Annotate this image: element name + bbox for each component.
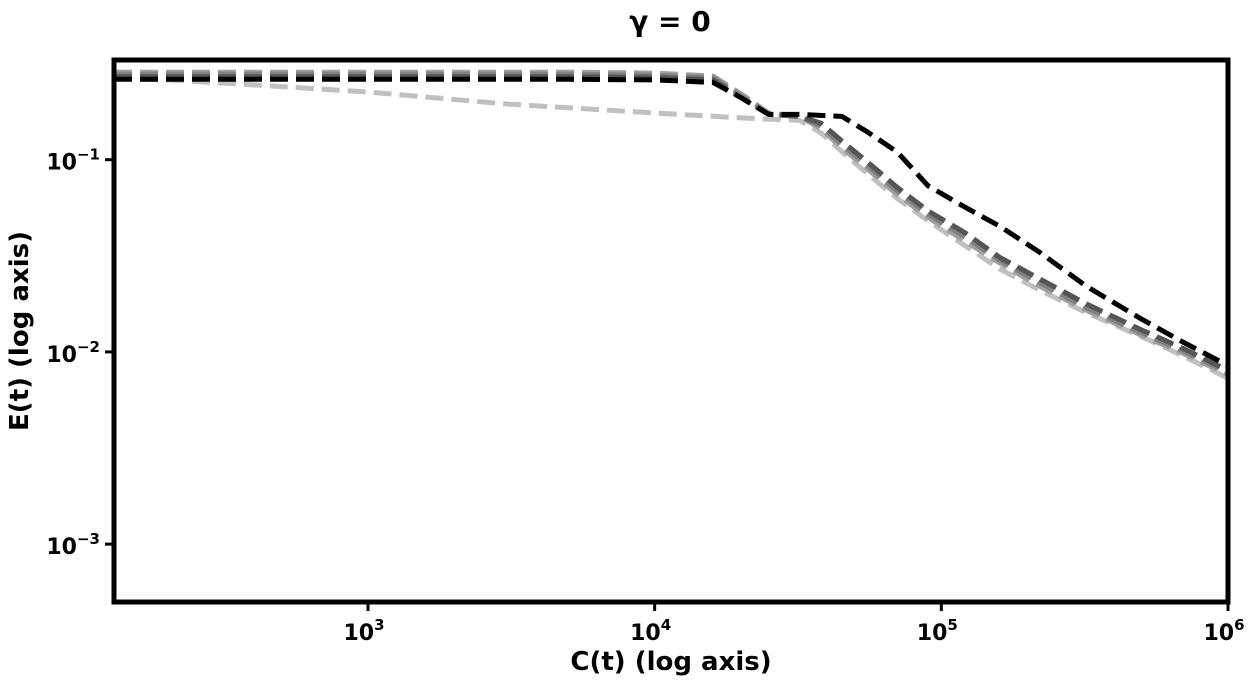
chart-title: γ = 0 [629, 5, 711, 38]
y-axis-label: E(t) (log axis) [5, 231, 35, 431]
y-tick-label: 10−2 [46, 338, 100, 368]
y-tick-label: 10−3 [46, 530, 100, 560]
series-line-3 [114, 71, 1230, 375]
x-axis-label: C(t) (log axis) [570, 647, 771, 677]
plot-frame [111, 57, 1231, 605]
y-tick-label: 10−1 [46, 146, 100, 176]
x-tick-label: 106 [1203, 616, 1244, 646]
plot-lines [113, 69, 1230, 381]
x-tick-label: 103 [343, 616, 384, 646]
x-tick-label: 104 [630, 616, 671, 646]
series-line-4 [114, 74, 1230, 373]
series-line-1 [113, 75, 1230, 381]
axis-ticks: 103 104 105 106 10−1 10−2 10−3 [46, 146, 1244, 646]
x-tick-label: 105 [917, 616, 958, 646]
series-line-2 [114, 69, 1230, 378]
series-line-5 [114, 76, 1230, 368]
